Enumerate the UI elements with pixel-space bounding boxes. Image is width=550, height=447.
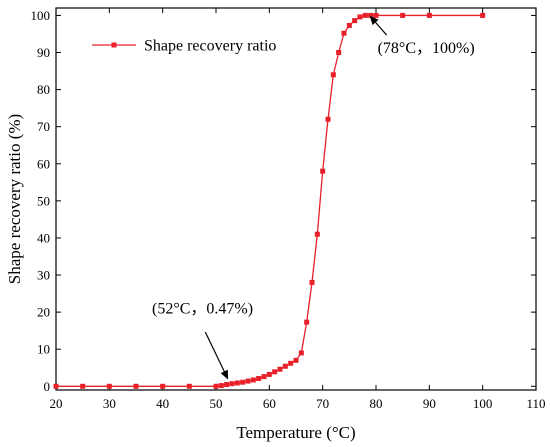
data-point <box>277 366 283 372</box>
annotation-label: (78°C，100%) <box>378 40 475 57</box>
data-point <box>426 12 432 18</box>
data-point <box>266 371 272 377</box>
y-tick-label: 10 <box>37 342 50 357</box>
data-point <box>346 22 352 28</box>
data-point <box>256 376 262 382</box>
plot-frame <box>55 7 537 391</box>
data-point <box>357 14 363 20</box>
data-point <box>213 383 219 389</box>
data-point <box>272 369 278 375</box>
x-tick-label: 100 <box>473 396 493 411</box>
annotation-label: (52°C，0.47%) <box>152 301 253 318</box>
data-point <box>229 381 235 387</box>
data-point <box>309 279 315 285</box>
data-point <box>362 12 368 18</box>
data-point <box>298 350 304 356</box>
y-tick-label: 20 <box>37 305 50 320</box>
data-point <box>336 50 342 56</box>
data-point <box>288 360 294 366</box>
data-point <box>480 12 486 18</box>
annotation-arrow <box>204 331 229 380</box>
x-tick-label: 50 <box>210 396 223 411</box>
data-point <box>400 12 406 18</box>
y-tick-label: 60 <box>37 156 50 171</box>
y-tick-label: 100 <box>31 8 51 23</box>
data-point <box>282 363 288 369</box>
y-tick-label: 0 <box>44 379 51 394</box>
data-point <box>218 383 224 389</box>
data-point <box>53 383 59 389</box>
data-point <box>250 377 256 383</box>
x-axis-title: Temperature (°C) <box>236 423 355 442</box>
data-point <box>133 383 139 389</box>
data-point <box>368 12 374 18</box>
data-point <box>314 231 320 237</box>
data-point <box>80 383 86 389</box>
data-point <box>224 382 230 388</box>
x-tick-label: 90 <box>423 396 436 411</box>
series-line <box>56 14 483 387</box>
data-point <box>352 18 358 24</box>
data-point <box>106 383 112 389</box>
annotation-arrow <box>369 15 388 36</box>
data-point <box>261 374 267 380</box>
y-tick-label: 90 <box>37 45 50 60</box>
y-tick-label: 30 <box>37 268 50 283</box>
data-point <box>325 116 331 122</box>
data-point <box>240 379 246 385</box>
data-point <box>293 357 299 363</box>
data-point <box>234 380 240 386</box>
data-point <box>330 72 336 78</box>
y-tick-label: 80 <box>37 82 50 97</box>
x-tick-label: 80 <box>370 396 383 411</box>
y-tick-label: 50 <box>37 193 50 208</box>
data-point <box>341 30 347 36</box>
legend-marker <box>111 42 117 48</box>
data-point <box>304 319 310 325</box>
x-tick-label: 110 <box>526 396 545 411</box>
data-point <box>160 383 166 389</box>
x-tick-label: 40 <box>156 396 169 411</box>
data-point <box>245 378 251 384</box>
x-tick-label: 20 <box>50 396 63 411</box>
data-point <box>320 168 326 174</box>
data-point <box>373 12 379 18</box>
data-point <box>186 383 192 389</box>
legend-label: Shape recovery ratio <box>144 38 276 55</box>
x-tick-label: 60 <box>263 396 276 411</box>
x-tick-label: 30 <box>103 396 116 411</box>
y-axis-title: Shape recovery ratio (%) <box>5 114 24 284</box>
y-tick-label: 70 <box>37 119 50 134</box>
y-tick-label: 40 <box>37 230 50 245</box>
x-tick-label: 70 <box>316 396 329 411</box>
